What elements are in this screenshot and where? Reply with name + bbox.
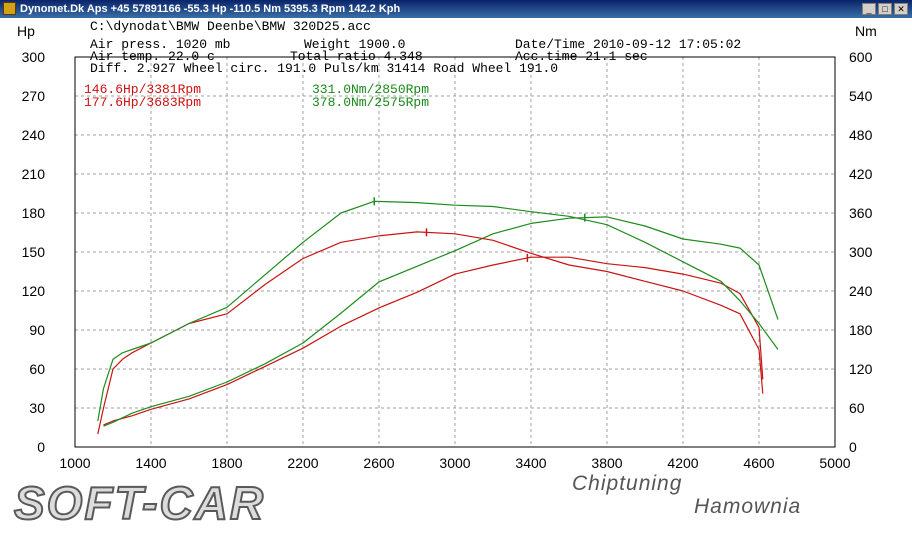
y-right-tick-label: 240 [849, 283, 873, 299]
y-right-tick-label: 120 [849, 361, 873, 377]
plot-frame [74, 56, 836, 448]
minimize-button[interactable]: _ [862, 3, 876, 15]
y-left-tick-label: 120 [22, 283, 46, 299]
y-right-tick-label: 600 [849, 49, 873, 65]
x-tick-label: 4200 [667, 455, 698, 471]
y-right-tick-label: 60 [849, 400, 865, 416]
series-line-right-green [97, 200, 779, 422]
x-tick-label: 3800 [591, 455, 622, 471]
file-path: C:\dynodat\BMW Deenbe\BMW 320D25.acc [90, 19, 371, 34]
x-tick-label: 1800 [211, 455, 242, 471]
y-left-tick-label: 0 [37, 439, 45, 455]
x-tick-label: 1000 [59, 455, 90, 471]
dyno-chart: 1000 1400 1800 2200 2600 3000 3400 3800 4200 4600… [17, 19, 877, 471]
red-hp-peak: 146.6Hp/3381Rpm [84, 82, 201, 97]
y-left-tick-label: 90 [29, 322, 45, 338]
x-tick-label: 4600 [743, 455, 774, 471]
air-temp: Air temp. 22.0 c [90, 49, 215, 64]
x-tick-label: 3400 [515, 455, 546, 471]
y-right-tick-label: 420 [849, 166, 873, 182]
x-tick-label: 2200 [287, 455, 318, 471]
app-icon [3, 2, 16, 15]
diff-info: Diff. 2.927 Wheel circ. 191.0 Puls/km 31… [90, 61, 558, 76]
y-left-tick-label: 270 [22, 88, 46, 104]
y-left-tick-label: 30 [29, 400, 45, 416]
window-title: Dynomet.Dk Aps +45 57891166 -55.3 Hp -11… [20, 3, 401, 15]
y-right-tick-label: 0 [849, 439, 857, 455]
chart-grid [75, 57, 835, 447]
soft-car-logo: SOFT-CAR [13, 476, 266, 530]
peak-readouts: 146.6Hp/3381Rpm 177.6Hp/3683Rpm 331.0Nm/… [84, 82, 429, 110]
series-line-left-red [103, 256, 764, 426]
y-left-tick-label: 180 [22, 205, 46, 221]
x-tick-label: 5000 [819, 455, 850, 471]
series-line-right-red [97, 231, 764, 435]
hamownia-label: Hamownia [694, 495, 802, 518]
y-left-tick-label: 210 [22, 166, 46, 182]
maximize-button[interactable]: □ [878, 3, 892, 15]
air-pressure: Air press. 1020 mb [90, 37, 230, 52]
x-tick-label: 1400 [135, 455, 166, 471]
y-right-tick-label: 300 [849, 244, 873, 260]
y-left-tick-label: 60 [29, 361, 45, 377]
weight: Weight 1900.0 [304, 37, 405, 52]
acc-time: Acc.time 21.1 sec [515, 49, 648, 64]
y-left-tick-label: 150 [22, 244, 46, 260]
test-header: C:\dynodat\BMW Deenbe\BMW 320D25.acc Air… [90, 19, 741, 76]
y-axis-left-label: Hp [17, 23, 35, 39]
y-axis-right-label: Nm [855, 23, 877, 39]
window-titlebar: Dynomet.Dk Aps +45 57891166 -55.3 Hp -11… [0, 0, 912, 18]
y-left-tick-label: 300 [22, 49, 46, 65]
green-hp-peak: 177.6Hp/3683Rpm [84, 95, 201, 110]
y-right-tick-label: 480 [849, 127, 873, 143]
chart-axes: 1000 1400 1800 2200 2600 3000 3400 3800 4200 4600… [22, 49, 873, 471]
y-right-tick-label: 360 [849, 205, 873, 221]
window-controls: _ □ ✕ [862, 0, 908, 18]
x-tick-label: 3000 [439, 455, 470, 471]
chiptuning-label: Chiptuning [572, 472, 683, 495]
close-button[interactable]: ✕ [894, 3, 908, 15]
y-left-tick-label: 240 [22, 127, 46, 143]
x-tick-label: 2600 [363, 455, 394, 471]
total-ratio: Total ratio 4.348 [290, 49, 423, 64]
y-right-tick-label: 540 [849, 88, 873, 104]
red-nm-peak: 331.0Nm/2850Rpm [312, 82, 429, 97]
chart-series [97, 197, 779, 435]
y-right-tick-label: 180 [849, 322, 873, 338]
date-time: Date/Time 2010-09-12 17:05:02 [515, 37, 741, 52]
series-line-left-green [103, 216, 779, 427]
green-nm-peak: 378.0Nm/2575Rpm [312, 95, 429, 110]
